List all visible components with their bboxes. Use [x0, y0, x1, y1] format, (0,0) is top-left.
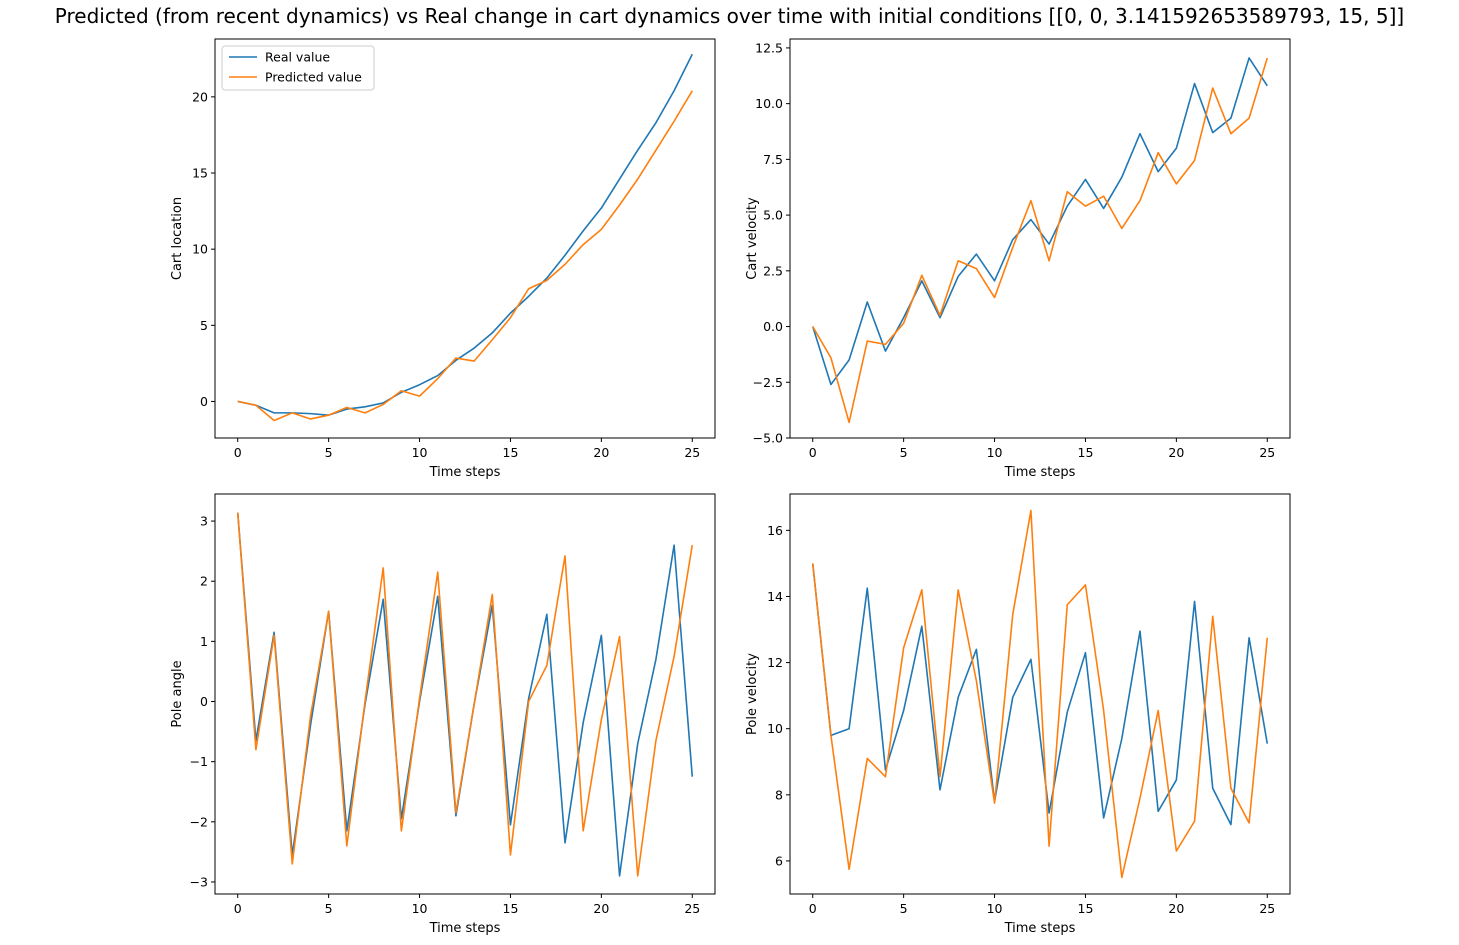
- real-value-line: [811, 57, 1268, 386]
- subplot-2: 0 5 10 15 20 25 −5.0 −2.5 0.0 2.5 5.0 7.5 10.0 12.5 Ti…: [745, 38, 1291, 480]
- x-tick-label: 25: [684, 445, 700, 460]
- subplot-4: 0 5 10 15 20 25 6 8 10 12 14 16 Time steps Pole veloc…: [745, 493, 1291, 936]
- y-axis-label: Cart velocity: [745, 197, 760, 280]
- y-tick-label: 7.5: [763, 152, 783, 167]
- x-tick-label: 10: [987, 445, 1003, 460]
- x-tick-label: 20: [593, 445, 609, 460]
- x-tick-label: 15: [1078, 445, 1094, 460]
- x-tick-label: 10: [412, 445, 428, 460]
- predicted-value-line: [236, 512, 694, 877]
- predicted-value-line: [811, 509, 1269, 879]
- x-tick-label: 0: [234, 901, 242, 916]
- y-tick-label: 0: [200, 394, 208, 409]
- legend-label: Predicted value: [265, 70, 362, 85]
- y-tick-label: −5.0: [753, 431, 783, 446]
- legend: Real value Predicted value: [221, 45, 375, 91]
- y-tick-label: 6: [775, 853, 783, 868]
- x-axis-label: Time steps: [1004, 465, 1076, 480]
- x-tick-label: 5: [900, 445, 908, 460]
- y-tick-label: −1: [190, 754, 208, 769]
- x-tick-label: 0: [234, 445, 242, 460]
- y-tick-label: 12: [767, 655, 783, 670]
- predicted-value-line: [812, 57, 1269, 424]
- x-tick-label: 20: [1168, 901, 1184, 916]
- y-tick-label: 14: [767, 589, 783, 604]
- y-tick-label: 5.0: [763, 208, 783, 223]
- y-tick-label: 3: [200, 514, 208, 529]
- y-tick-label: 12.5: [755, 40, 783, 55]
- y-axis-label: Cart location: [170, 197, 185, 280]
- predicted-value-line: [237, 90, 693, 422]
- legend-box: [221, 45, 375, 91]
- y-tick-label: −3: [190, 874, 208, 889]
- x-tick-label: 5: [325, 445, 333, 460]
- x-axis-label: Time steps: [1004, 921, 1076, 936]
- y-axis-label: Pole velocity: [745, 653, 760, 735]
- plot-frame: [214, 493, 716, 895]
- x-axis-label: Time steps: [429, 465, 501, 480]
- y-tick-label: 2: [200, 574, 208, 589]
- legend-label: Real value: [265, 50, 330, 65]
- real-value-line: [811, 563, 1269, 826]
- y-tick-label: 8: [775, 787, 783, 802]
- x-tick-label: 0: [809, 901, 817, 916]
- y-tick-label: 5: [200, 318, 208, 333]
- plot-frame: [789, 38, 1291, 439]
- x-tick-label: 5: [900, 901, 908, 916]
- y-tick-label: 1: [200, 634, 208, 649]
- x-tick-label: 15: [503, 901, 519, 916]
- figure-title: Predicted (from recent dynamics) vs Real…: [54, 4, 1405, 28]
- y-axis-label: Pole angle: [170, 660, 185, 727]
- subplot-3: 0 5 10 15 20 25 −3 −2 −1 0 1 2 3 Time steps Pole angle: [170, 493, 716, 936]
- y-tick-label: 0: [200, 694, 208, 709]
- x-tick-label: 25: [1259, 901, 1275, 916]
- y-tick-label: 2.5: [763, 263, 783, 278]
- x-tick-label: 15: [1078, 901, 1094, 916]
- y-tick-label: 20: [192, 89, 208, 104]
- x-tick-label: 20: [593, 901, 609, 916]
- y-tick-label: −2: [190, 814, 208, 829]
- y-tick-label: 10: [192, 242, 208, 257]
- plot-frame: [789, 493, 1291, 895]
- real-value-line: [237, 53, 693, 416]
- subplot-1: 0 5 10 15 20 25 0 5 10 15 20 Time steps Cart locatio…: [170, 38, 716, 480]
- y-tick-label: 0.0: [763, 319, 783, 334]
- x-tick-label: 10: [987, 901, 1003, 916]
- y-tick-label: 10: [767, 721, 783, 736]
- plot-frame: [214, 38, 716, 439]
- y-tick-label: 15: [192, 166, 208, 181]
- x-tick-label: 25: [1259, 445, 1275, 460]
- y-tick-label: −2.5: [753, 375, 783, 390]
- x-axis-label: Time steps: [429, 921, 501, 936]
- y-tick-label: 10.0: [755, 96, 783, 111]
- y-tick-label: 16: [767, 523, 783, 538]
- x-tick-label: 10: [412, 901, 428, 916]
- x-tick-label: 0: [809, 445, 817, 460]
- x-tick-label: 15: [503, 445, 519, 460]
- x-tick-label: 5: [325, 901, 333, 916]
- x-tick-label: 20: [1168, 445, 1184, 460]
- x-tick-label: 25: [684, 901, 700, 916]
